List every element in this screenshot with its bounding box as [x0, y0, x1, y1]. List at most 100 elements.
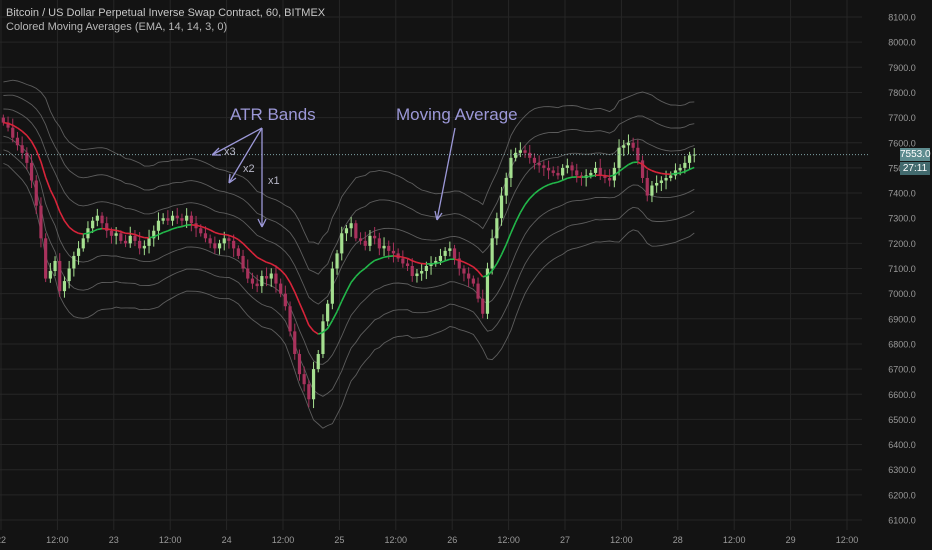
candle-body: [53, 260, 57, 272]
ma-segment: [59, 211, 66, 222]
candle-body: [664, 177, 668, 181]
candle-body: [189, 215, 193, 224]
y-tick-label: 7200.0: [888, 239, 916, 249]
ma-segment: [383, 255, 389, 258]
candle-body: [368, 235, 372, 246]
ma-segment: [651, 169, 657, 174]
candle-body: [687, 155, 692, 163]
candle-body: [34, 180, 38, 206]
ma-segment: [407, 257, 413, 262]
candles: [1, 114, 696, 409]
price-axis[interactable]: 8100.08000.07900.07800.07700.07600.07500…: [888, 13, 916, 526]
ma-segment: [567, 176, 573, 180]
annotation-x1: x1: [268, 175, 280, 187]
ma-segment: [440, 260, 446, 264]
candle-body: [645, 177, 649, 196]
candle-body: [246, 268, 250, 279]
ma-segment: [294, 291, 301, 304]
moving-average-line: [3, 121, 695, 335]
candle-body: [598, 167, 602, 176]
ma-segment: [120, 230, 126, 235]
x-tick-label: 12:00: [272, 535, 295, 545]
candle-body: [128, 235, 132, 244]
candle-body: [358, 238, 363, 241]
candle-body: [678, 167, 682, 171]
ma-segment: [557, 179, 563, 183]
candle-body: [274, 273, 278, 284]
candle-body: [100, 215, 104, 224]
candle-body: [175, 215, 179, 219]
ma-segment: [289, 282, 296, 293]
atr-bands: [3, 79, 695, 429]
candle-body: [39, 205, 43, 239]
symbol-title[interactable]: Bitcoin / US Dollar Perpetual Inverse Sw…: [6, 7, 326, 19]
candle-body: [387, 245, 391, 251]
arrow-x2: [228, 127, 263, 184]
ma-segment: [87, 230, 93, 234]
atr-band-line: [3, 135, 695, 365]
ma-segment: [656, 171, 662, 175]
annotation-moving-average: Moving Average: [396, 105, 518, 124]
ma-segment: [533, 189, 540, 195]
ma-segment: [181, 224, 187, 228]
atr-band-line: [3, 94, 695, 275]
ma-segment: [158, 231, 164, 236]
ma-segment: [675, 172, 681, 175]
candle-body: [434, 260, 438, 264]
candle-body: [669, 175, 673, 178]
candle-body: [91, 220, 95, 229]
candle-body: [683, 162, 687, 168]
y-tick-label: 6200.0: [888, 490, 916, 500]
candle-body: [377, 238, 381, 249]
ma-segment: [679, 170, 686, 174]
ma-segment: [200, 225, 206, 229]
ma-segment: [298, 302, 305, 315]
ma-segment: [529, 193, 536, 199]
x-tick-label: 28: [673, 535, 683, 545]
ma-segment: [514, 212, 522, 223]
candle-body: [575, 170, 579, 176]
time-axis[interactable]: 22 12:00 23 12:00 24 12:00 25 12:00 26 12:00 27 12:…: [0, 535, 858, 545]
candle-body: [382, 245, 386, 249]
candle-body: [138, 240, 142, 249]
ma-segment: [44, 177, 52, 191]
candle-body: [401, 258, 405, 264]
ma-segment: [637, 161, 643, 165]
candle-body: [640, 160, 645, 178]
candle-body: [420, 271, 424, 274]
y-tick-label: 6500.0: [888, 415, 916, 425]
ma-segment: [623, 163, 629, 169]
ma-segment: [477, 270, 484, 278]
ma-segment: [369, 259, 376, 265]
ma-segment: [308, 324, 315, 332]
candle-body: [217, 243, 222, 249]
candle-body: [297, 354, 302, 375]
candle-body: [326, 303, 330, 322]
ma-segment: [266, 261, 272, 265]
indicator-label[interactable]: Colored Moving Averages (EMA, 14, 14, 3,…: [6, 21, 228, 33]
ma-segment: [454, 258, 460, 262]
ma-segment: [275, 265, 282, 271]
ma-segment: [553, 181, 559, 184]
ma-segment: [590, 174, 596, 178]
candle-body: [1, 117, 5, 123]
candle-body: [636, 147, 640, 161]
candle-body: [330, 268, 334, 304]
y-tick-label: 7800.0: [888, 88, 916, 98]
ma-segment: [350, 275, 357, 283]
candle-body: [236, 248, 240, 256]
atr-band-line: [3, 149, 695, 397]
y-tick-label: 7600.0: [888, 138, 916, 148]
ma-segment: [444, 258, 451, 262]
annotation-x3: x3: [224, 146, 236, 158]
arrow-moving-average: [434, 127, 456, 221]
ma-segment: [209, 229, 216, 234]
candle-body: [185, 215, 189, 221]
ma-segment: [331, 311, 338, 321]
ma-segment: [21, 130, 28, 137]
candle-body: [269, 273, 273, 279]
candle-body: [208, 238, 212, 244]
ma-segment: [326, 320, 334, 329]
x-tick-label: 12:00: [46, 535, 69, 545]
